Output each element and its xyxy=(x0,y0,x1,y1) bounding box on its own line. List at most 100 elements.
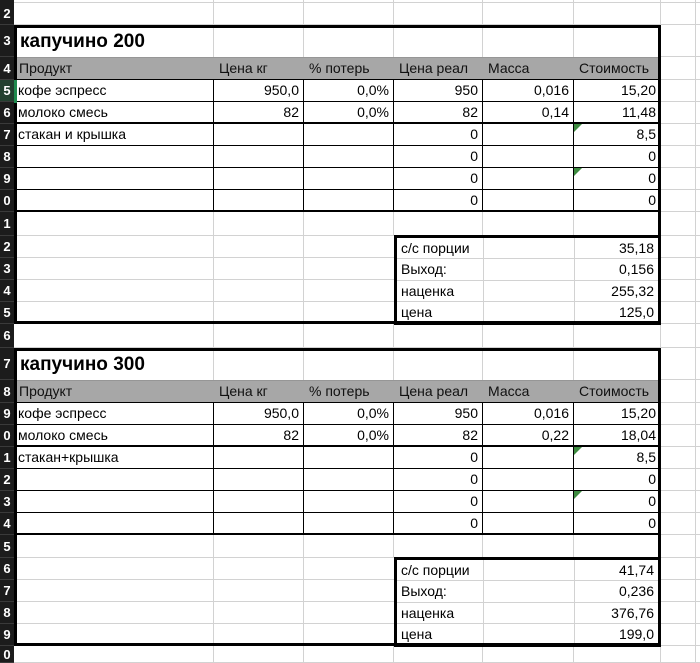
summary-row[interactable]: с/с порции 35,18 xyxy=(397,238,658,260)
row-header-cell[interactable]: 5 xyxy=(0,80,14,102)
cell[interactable]: 0 xyxy=(394,447,483,469)
row-header-cell[interactable]: 2 xyxy=(0,469,14,491)
cell[interactable]: 0 xyxy=(574,190,661,212)
column-header-price-real[interactable]: Цена реал xyxy=(399,383,469,399)
row-header-cell[interactable]: 3 xyxy=(0,25,14,57)
section-title[interactable]: капучино 200 xyxy=(20,31,145,52)
cell[interactable] xyxy=(304,491,394,513)
row-header-cell[interactable]: 6 xyxy=(0,558,14,580)
cell[interactable]: 950 xyxy=(394,403,483,425)
cell[interactable] xyxy=(483,168,574,190)
section-title[interactable]: капучино 300 xyxy=(20,354,145,375)
cell[interactable] xyxy=(214,168,304,190)
cell[interactable]: 0,0% xyxy=(304,403,394,425)
cell[interactable]: кофе эспресс xyxy=(14,403,214,425)
cell[interactable] xyxy=(14,491,214,513)
summary-row[interactable]: Выход: 0,236 xyxy=(397,581,658,603)
row-header-cell[interactable]: 7 xyxy=(0,580,14,602)
cell[interactable] xyxy=(483,124,574,146)
column-header-price-real[interactable]: Цена реал xyxy=(399,60,469,76)
cell[interactable]: 0 xyxy=(394,168,483,190)
cell[interactable] xyxy=(483,513,574,535)
cell[interactable]: 0 xyxy=(394,513,483,535)
cell[interactable] xyxy=(214,447,304,469)
row-header-cell[interactable]: 6 xyxy=(0,324,14,348)
cell[interactable] xyxy=(14,146,214,168)
cell[interactable]: 0 xyxy=(574,168,661,190)
cell[interactable]: 82 xyxy=(214,425,304,447)
cell[interactable]: стакан+крышка xyxy=(14,447,214,469)
cell[interactable] xyxy=(304,124,394,146)
column-header-mass[interactable]: Масса xyxy=(488,60,530,76)
cell[interactable] xyxy=(14,469,214,491)
summary-row[interactable]: наценка 255,32 xyxy=(397,281,658,302)
cell[interactable]: 950,0 xyxy=(214,403,304,425)
cell[interactable]: 82 xyxy=(214,102,304,124)
cell[interactable]: 0 xyxy=(394,146,483,168)
cell[interactable]: 8,5 xyxy=(574,447,661,469)
cell[interactable]: 15,20 xyxy=(574,403,661,425)
cell[interactable] xyxy=(483,146,574,168)
cell[interactable]: 0 xyxy=(394,124,483,146)
cell[interactable]: кофе эспресс xyxy=(14,80,214,102)
row-header-cell[interactable]: 0 xyxy=(0,190,14,212)
row-header-cell[interactable]: 4 xyxy=(0,280,14,302)
cell[interactable]: 11,48 xyxy=(574,102,661,124)
cell[interactable]: молоко смесь xyxy=(14,102,214,124)
cell[interactable] xyxy=(214,190,304,212)
cell[interactable]: 0,016 xyxy=(483,403,574,425)
summary-row[interactable]: Выход: 0,156 xyxy=(397,259,658,281)
row-header-cell[interactable]: 6 xyxy=(0,102,14,124)
column-header-price-kg[interactable]: Цена кг xyxy=(219,383,268,399)
cell[interactable] xyxy=(483,469,574,491)
row-header-cell[interactable]: 9 xyxy=(0,624,14,646)
row-header-cell[interactable]: 3 xyxy=(0,258,14,280)
column-header-loss-pct[interactable]: % потерь xyxy=(309,60,370,76)
cell[interactable] xyxy=(483,447,574,469)
cell[interactable] xyxy=(483,491,574,513)
cell[interactable] xyxy=(304,168,394,190)
summary-row[interactable]: наценка 376,76 xyxy=(397,603,658,624)
row-header-cell[interactable]: 4 xyxy=(0,57,14,80)
row-header-cell[interactable]: 8 xyxy=(0,602,14,624)
cell[interactable]: 0 xyxy=(574,146,661,168)
cell[interactable]: 0,0% xyxy=(304,80,394,102)
column-header-cost[interactable]: Стоимость xyxy=(579,383,650,399)
column-header-product[interactable]: Продукт xyxy=(19,383,73,399)
cell[interactable] xyxy=(214,469,304,491)
row-header-cell[interactable]: 8 xyxy=(0,380,14,403)
summary-row[interactable]: цена 199,0 xyxy=(397,624,658,644)
row-header-cell[interactable]: 9 xyxy=(0,403,14,425)
column-header-product[interactable]: Продукт xyxy=(19,60,73,76)
cell[interactable]: 0 xyxy=(574,491,661,513)
cell[interactable]: 18,04 xyxy=(574,425,661,447)
cell[interactable]: стакан и крышка xyxy=(14,124,214,146)
summary-row[interactable]: с/с порции 41,74 xyxy=(397,560,658,582)
cell[interactable]: 0,0% xyxy=(304,102,394,124)
cell[interactable]: молоко смесь xyxy=(14,425,214,447)
row-header-cell[interactable]: 9 xyxy=(0,168,14,190)
cell[interactable]: 0,0% xyxy=(304,425,394,447)
column-header-loss-pct[interactable]: % потерь xyxy=(309,383,370,399)
row-header-cell[interactable]: 0 xyxy=(0,646,14,663)
column-header-mass[interactable]: Масса xyxy=(488,383,530,399)
cell[interactable]: 0 xyxy=(574,469,661,491)
cell[interactable] xyxy=(304,146,394,168)
cell[interactable]: 950 xyxy=(394,80,483,102)
cell[interactable] xyxy=(14,168,214,190)
cell[interactable] xyxy=(214,124,304,146)
cell[interactable] xyxy=(14,513,214,535)
row-header-cell[interactable]: 1 xyxy=(0,447,14,469)
cell[interactable] xyxy=(304,447,394,469)
cell[interactable] xyxy=(304,513,394,535)
row-header-cell[interactable]: 7 xyxy=(0,348,14,380)
cell[interactable] xyxy=(483,190,574,212)
cell[interactable]: 0,14 xyxy=(483,102,574,124)
row-header-cell[interactable]: 5 xyxy=(0,302,14,324)
cell[interactable]: 950,0 xyxy=(214,80,304,102)
row-header-cell[interactable]: 8 xyxy=(0,146,14,168)
cell[interactable]: 0 xyxy=(394,190,483,212)
cell[interactable]: 0 xyxy=(394,491,483,513)
cell[interactable]: 82 xyxy=(394,102,483,124)
cell[interactable] xyxy=(14,190,214,212)
